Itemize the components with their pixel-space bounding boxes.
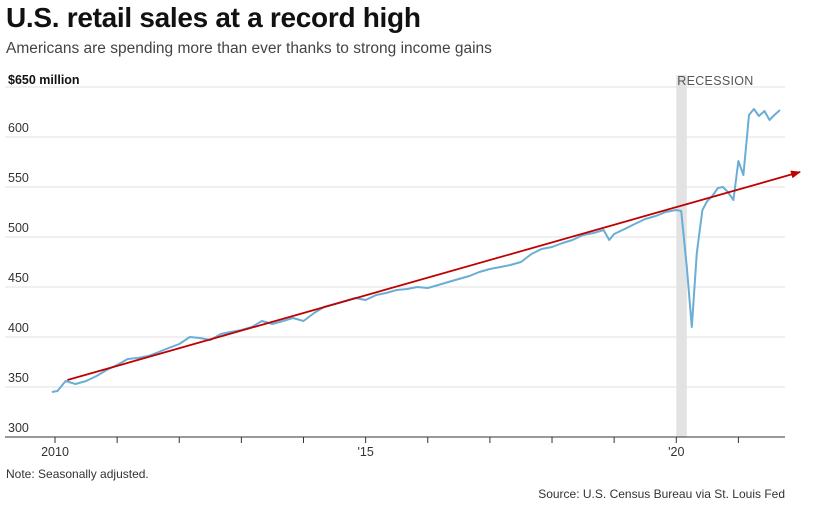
chart-source: Source: U.S. Census Bureau via St. Louis… xyxy=(538,487,785,501)
y-tick-label: 300 xyxy=(8,421,29,435)
recession-label: RECESSION xyxy=(677,74,753,88)
axis-labels: 300 350 400 450 500 550 600 $650 million 2010 '15… xyxy=(8,73,684,459)
gridlines xyxy=(5,86,785,438)
y-unit-label: $650 million xyxy=(8,73,80,87)
recession-band xyxy=(676,75,687,437)
trend-arrow xyxy=(67,170,801,381)
chart-note: Note: Seasonally adjusted. xyxy=(6,467,149,481)
recession-band-layer: RECESSION xyxy=(676,74,753,437)
y-tick-label: 400 xyxy=(8,321,29,335)
series-layer xyxy=(51,108,801,393)
y-tick-label: 450 xyxy=(8,271,29,285)
y-tick-label: 550 xyxy=(8,171,29,185)
x-tick-label: '15 xyxy=(357,445,373,459)
retail-sales-line xyxy=(51,108,781,393)
x-tick-label: '20 xyxy=(668,445,684,459)
x-tick-label: 2010 xyxy=(41,445,69,459)
chart-title: U.S. retail sales at a record high xyxy=(6,2,421,33)
x-axis xyxy=(5,436,785,443)
y-tick-label: 500 xyxy=(8,221,29,235)
y-tick-label: 350 xyxy=(8,371,29,385)
chart-subtitle: Americans are spending more than ever th… xyxy=(6,40,492,57)
y-tick-label: 600 xyxy=(8,121,29,135)
